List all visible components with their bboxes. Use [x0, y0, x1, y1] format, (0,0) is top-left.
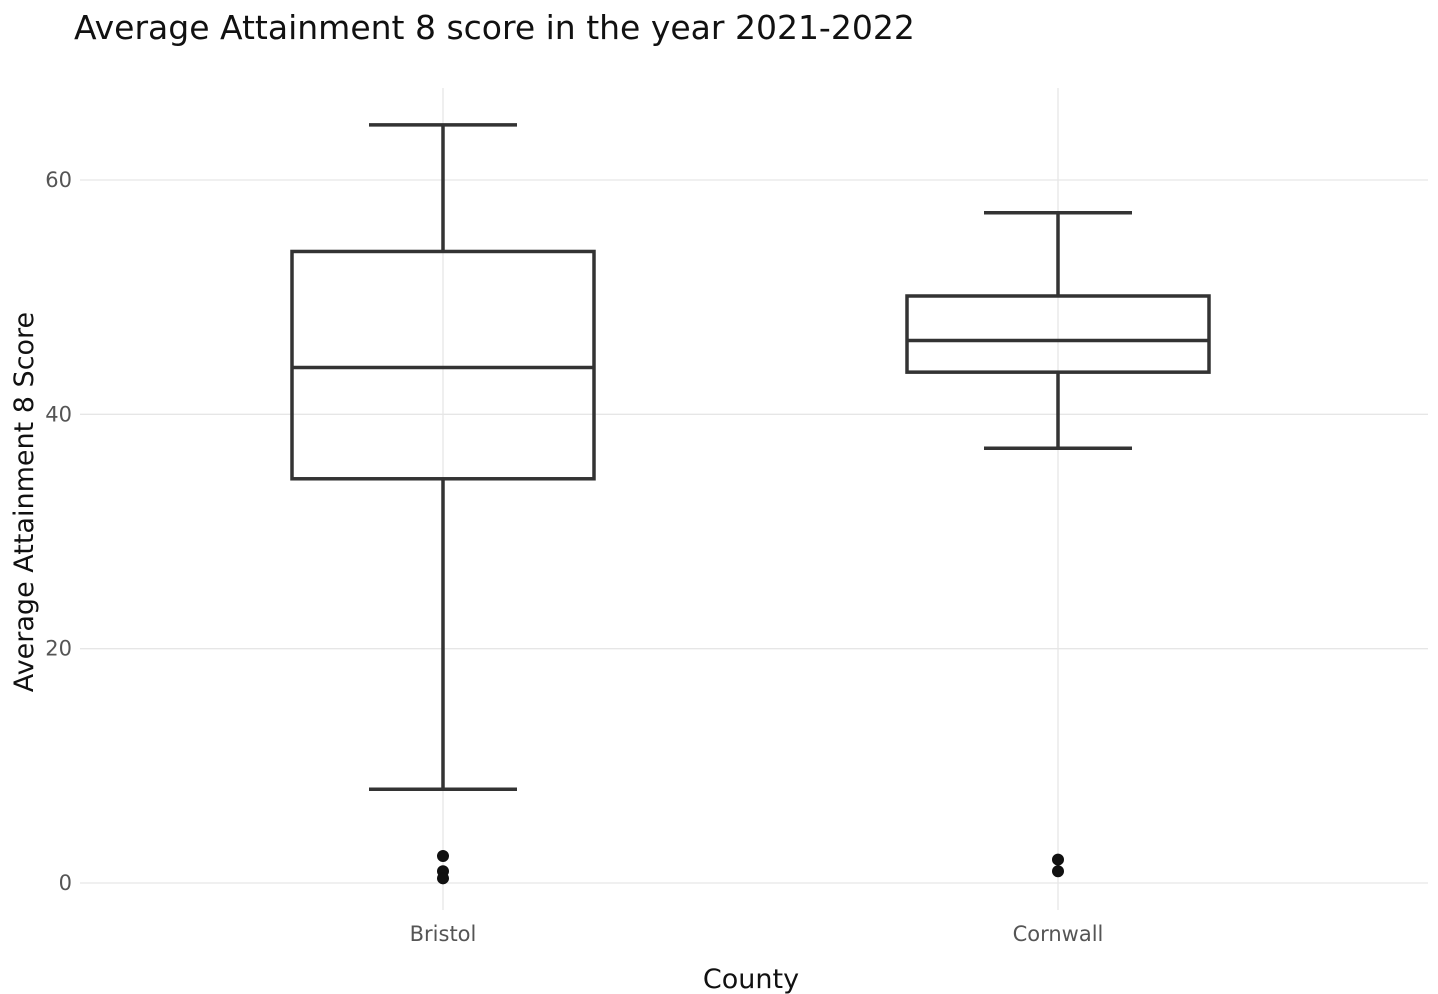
y-tick-label: 20 [45, 637, 72, 661]
chart-title: Average Attainment 8 score in the year 2… [74, 8, 915, 47]
y-tick-label: 40 [45, 402, 72, 426]
outlier-point [1052, 853, 1064, 866]
y-tick-label: 60 [45, 168, 72, 192]
y-tick-label: 0 [59, 871, 72, 895]
iqr-box [905, 294, 1211, 374]
boxes [290, 123, 1211, 885]
y-axis-ticks: 0 20 40 60 [45, 168, 72, 895]
y-axis-title: Average Attainment 8 Score [9, 312, 40, 692]
box-cornwall [905, 211, 1211, 878]
x-axis-ticks: Bristol Cornwall [410, 922, 1104, 946]
gridlines [80, 88, 1428, 910]
outlier-point [437, 850, 449, 863]
outlier-point [437, 872, 449, 885]
x-tick-label: Cornwall [1013, 922, 1104, 946]
iqr-box [290, 249, 596, 481]
box-bristol [290, 123, 596, 885]
x-tick-label: Bristol [410, 922, 477, 946]
x-axis-title: County [703, 964, 799, 994]
outlier-point [1052, 865, 1064, 878]
